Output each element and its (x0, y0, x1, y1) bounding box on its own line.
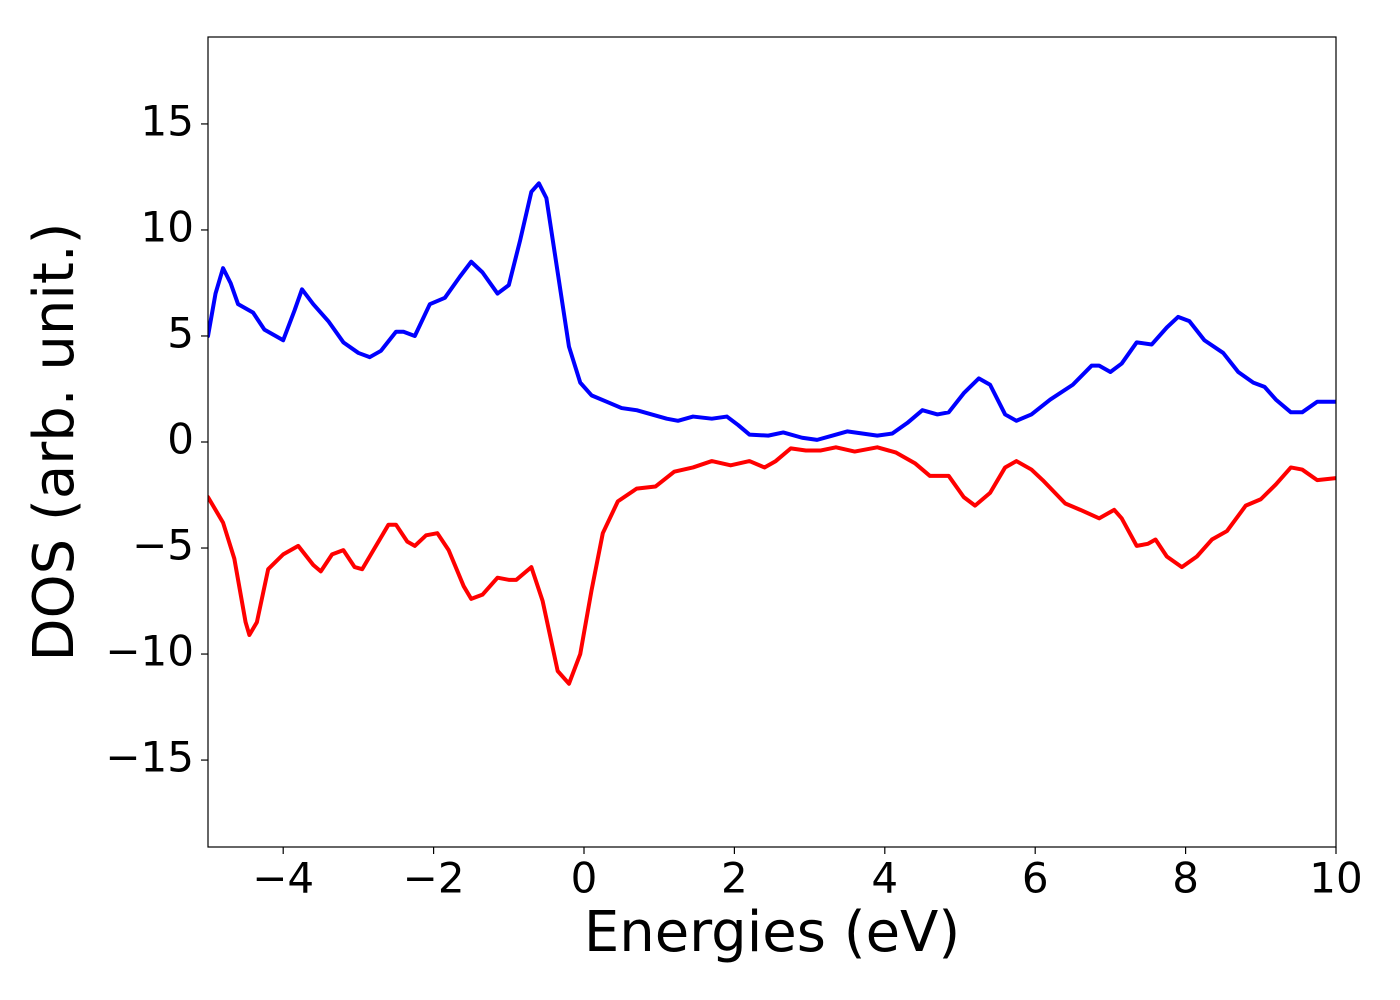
x-axis-label: Energies (eV) (584, 900, 960, 965)
x-tick-label: 2 (721, 854, 748, 903)
x-tick-label: −4 (252, 854, 314, 903)
data-line (208, 181, 1336, 442)
y-tick-label: 5 (167, 308, 194, 357)
x-tick-label: −2 (403, 854, 465, 903)
y-tick-label: −5 (132, 521, 194, 570)
y-tick-label: −15 (105, 733, 194, 782)
x-tick-label: 8 (1172, 854, 1199, 903)
y-tick-label: 10 (141, 202, 194, 251)
x-tick-label: 6 (1022, 854, 1049, 903)
plot-area (208, 181, 1336, 686)
x-tick-label: 0 (571, 854, 598, 903)
y-axis-label: DOS (arb. unit.) (22, 222, 87, 661)
plot-frame (207, 36, 1337, 848)
x-tick-label: 4 (871, 854, 898, 903)
x-tick-label: 10 (1309, 854, 1362, 903)
y-tick-label: 0 (167, 415, 194, 464)
y-tick-label: −10 (105, 627, 194, 676)
data-line (208, 445, 1336, 686)
y-tick-label: 15 (141, 96, 194, 145)
